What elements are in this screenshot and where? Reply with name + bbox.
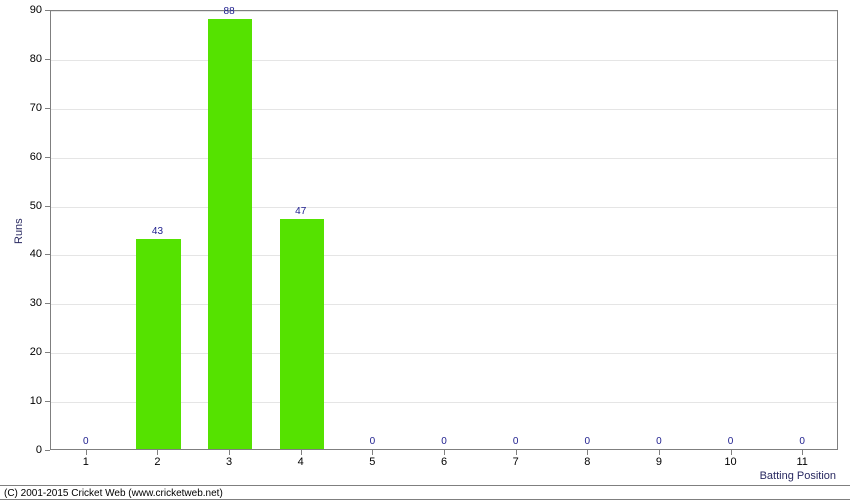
y-tick-mark [45, 108, 50, 109]
bar [208, 19, 252, 449]
x-tick-mark [229, 450, 230, 455]
y-tick-label: 90 [0, 4, 42, 16]
y-tick-label: 0 [0, 444, 42, 456]
y-tick-mark [45, 206, 50, 207]
bar-value-label: 0 [66, 436, 106, 447]
x-tick-mark [587, 450, 588, 455]
bar-value-label: 0 [496, 436, 536, 447]
x-tick-mark [516, 450, 517, 455]
bar-value-label: 0 [352, 436, 392, 447]
x-tick-label: 8 [584, 456, 590, 468]
bar-value-label: 88 [209, 6, 249, 17]
x-tick-label: 9 [656, 456, 662, 468]
x-tick-mark [659, 450, 660, 455]
y-tick-label: 40 [0, 248, 42, 260]
x-tick-label: 6 [441, 456, 447, 468]
y-tick-mark [45, 352, 50, 353]
x-tick-label: 11 [796, 456, 807, 468]
y-tick-mark [45, 303, 50, 304]
x-tick-label: 3 [226, 456, 232, 468]
x-tick-mark [301, 450, 302, 455]
y-tick-mark [45, 450, 50, 451]
gridline [51, 207, 837, 208]
y-tick-mark [45, 157, 50, 158]
y-tick-label: 20 [0, 346, 42, 358]
x-tick-label: 7 [513, 456, 519, 468]
x-tick-mark [372, 450, 373, 455]
x-axis-title: Batting Position [760, 470, 836, 482]
gridline [51, 11, 837, 12]
bar-value-label: 0 [782, 436, 822, 447]
y-tick-label: 10 [0, 395, 42, 407]
bar [280, 219, 324, 449]
bar-value-label: 47 [281, 206, 321, 217]
y-tick-label: 50 [0, 200, 42, 212]
bar-value-label: 0 [639, 436, 679, 447]
x-tick-mark [802, 450, 803, 455]
x-tick-mark [157, 450, 158, 455]
bar [136, 239, 180, 449]
y-tick-label: 80 [0, 53, 42, 65]
bar-value-label: 0 [711, 436, 751, 447]
x-tick-label: 4 [298, 456, 304, 468]
x-tick-label: 10 [724, 456, 736, 468]
x-tick-label: 2 [154, 456, 160, 468]
y-tick-mark [45, 401, 50, 402]
copyright-footer: (C) 2001-2015 Cricket Web (www.cricketwe… [0, 485, 850, 500]
gridline [51, 60, 837, 61]
x-tick-mark [86, 450, 87, 455]
bar-value-label: 0 [424, 436, 464, 447]
y-tick-label: 70 [0, 102, 42, 114]
gridline [51, 109, 837, 110]
y-tick-label: 30 [0, 297, 42, 309]
y-tick-label: 60 [0, 151, 42, 163]
y-axis-title: Runs [13, 218, 25, 244]
x-tick-mark [731, 450, 732, 455]
x-tick-label: 5 [369, 456, 375, 468]
x-tick-mark [444, 450, 445, 455]
x-tick-label: 1 [83, 456, 89, 468]
bar-chart: Runs Batting Position 010203040506070809… [0, 0, 850, 485]
y-tick-mark [45, 59, 50, 60]
copyright-text: (C) 2001-2015 Cricket Web (www.cricketwe… [4, 488, 223, 499]
y-tick-mark [45, 10, 50, 11]
y-tick-mark [45, 254, 50, 255]
bar-value-label: 0 [567, 436, 607, 447]
bar-value-label: 43 [137, 226, 177, 237]
gridline [51, 158, 837, 159]
